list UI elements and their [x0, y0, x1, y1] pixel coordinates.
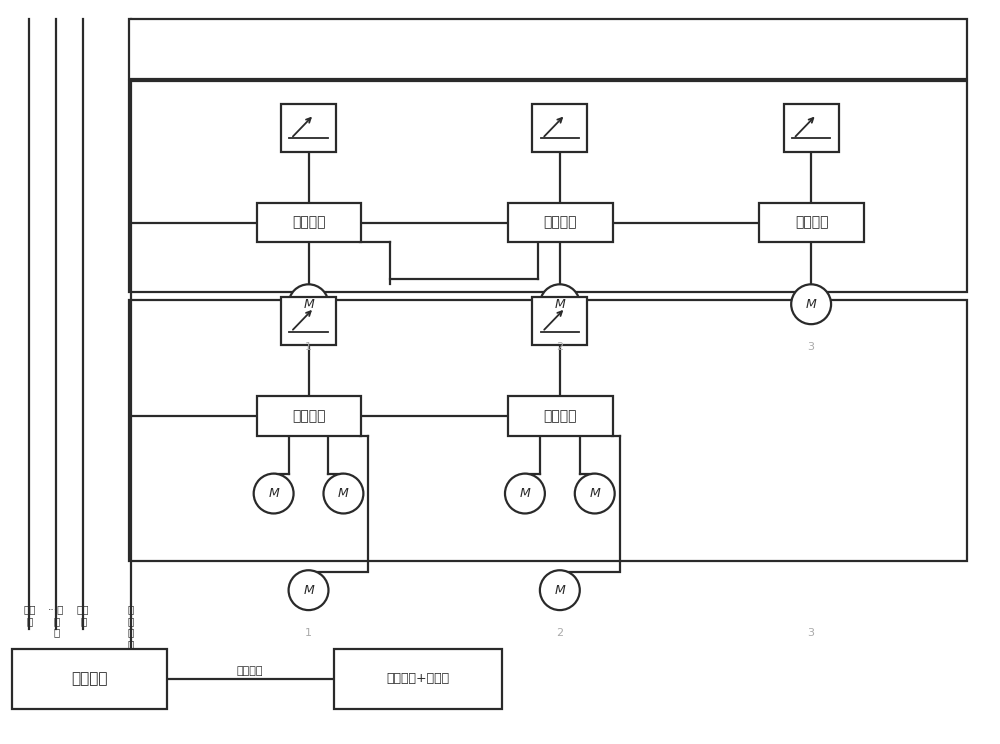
- Bar: [281, 298, 336, 345]
- Text: 人机界面+操作器: 人机界面+操作器: [387, 673, 450, 685]
- Text: M: M: [589, 487, 600, 500]
- Circle shape: [289, 284, 328, 324]
- Circle shape: [791, 284, 831, 324]
- Bar: [334, 649, 502, 709]
- Text: 主控单元: 主控单元: [71, 671, 108, 687]
- Circle shape: [254, 474, 294, 513]
- Bar: [532, 104, 587, 152]
- Text: M: M: [554, 298, 565, 311]
- Text: 执行单元: 执行单元: [544, 216, 577, 230]
- Text: 执行单元: 执行单元: [795, 216, 828, 230]
- Text: 通讯总线: 通讯总线: [237, 666, 263, 676]
- Text: 2: 2: [556, 342, 563, 352]
- Text: 动力
线: 动力 线: [77, 604, 89, 626]
- Circle shape: [575, 474, 615, 513]
- Bar: [508, 396, 613, 436]
- Bar: [784, 104, 839, 152]
- Text: M: M: [554, 584, 565, 597]
- Text: 执行单元: 执行单元: [544, 409, 577, 423]
- Text: M: M: [303, 584, 314, 597]
- Text: 执行单元: 执行单元: [292, 409, 326, 423]
- Text: 动力
线: 动力 线: [23, 604, 36, 626]
- Bar: [257, 202, 361, 243]
- Bar: [12, 649, 167, 709]
- Bar: [281, 104, 336, 152]
- Text: 1: 1: [305, 628, 312, 638]
- Text: 执行单元: 执行单元: [292, 216, 326, 230]
- Bar: [508, 202, 613, 243]
- Bar: [759, 202, 864, 243]
- Bar: [129, 81, 967, 292]
- Text: ···动
力
线: ···动 力 线: [48, 604, 64, 638]
- Text: 2: 2: [556, 628, 563, 638]
- Bar: [532, 298, 587, 345]
- Bar: [129, 301, 967, 561]
- Text: M: M: [338, 487, 349, 500]
- Circle shape: [540, 570, 580, 610]
- Circle shape: [323, 474, 363, 513]
- Text: 通
讯
总
线: 通 讯 总 线: [128, 604, 134, 649]
- Text: M: M: [268, 487, 279, 500]
- Text: M: M: [806, 298, 817, 311]
- Bar: [257, 396, 361, 436]
- Text: M: M: [520, 487, 530, 500]
- Circle shape: [505, 474, 545, 513]
- Bar: [129, 19, 967, 79]
- Text: 1: 1: [305, 342, 312, 352]
- Circle shape: [289, 570, 328, 610]
- Text: 3: 3: [808, 628, 815, 638]
- Circle shape: [540, 284, 580, 324]
- Text: M: M: [303, 298, 314, 311]
- Text: 3: 3: [808, 342, 815, 352]
